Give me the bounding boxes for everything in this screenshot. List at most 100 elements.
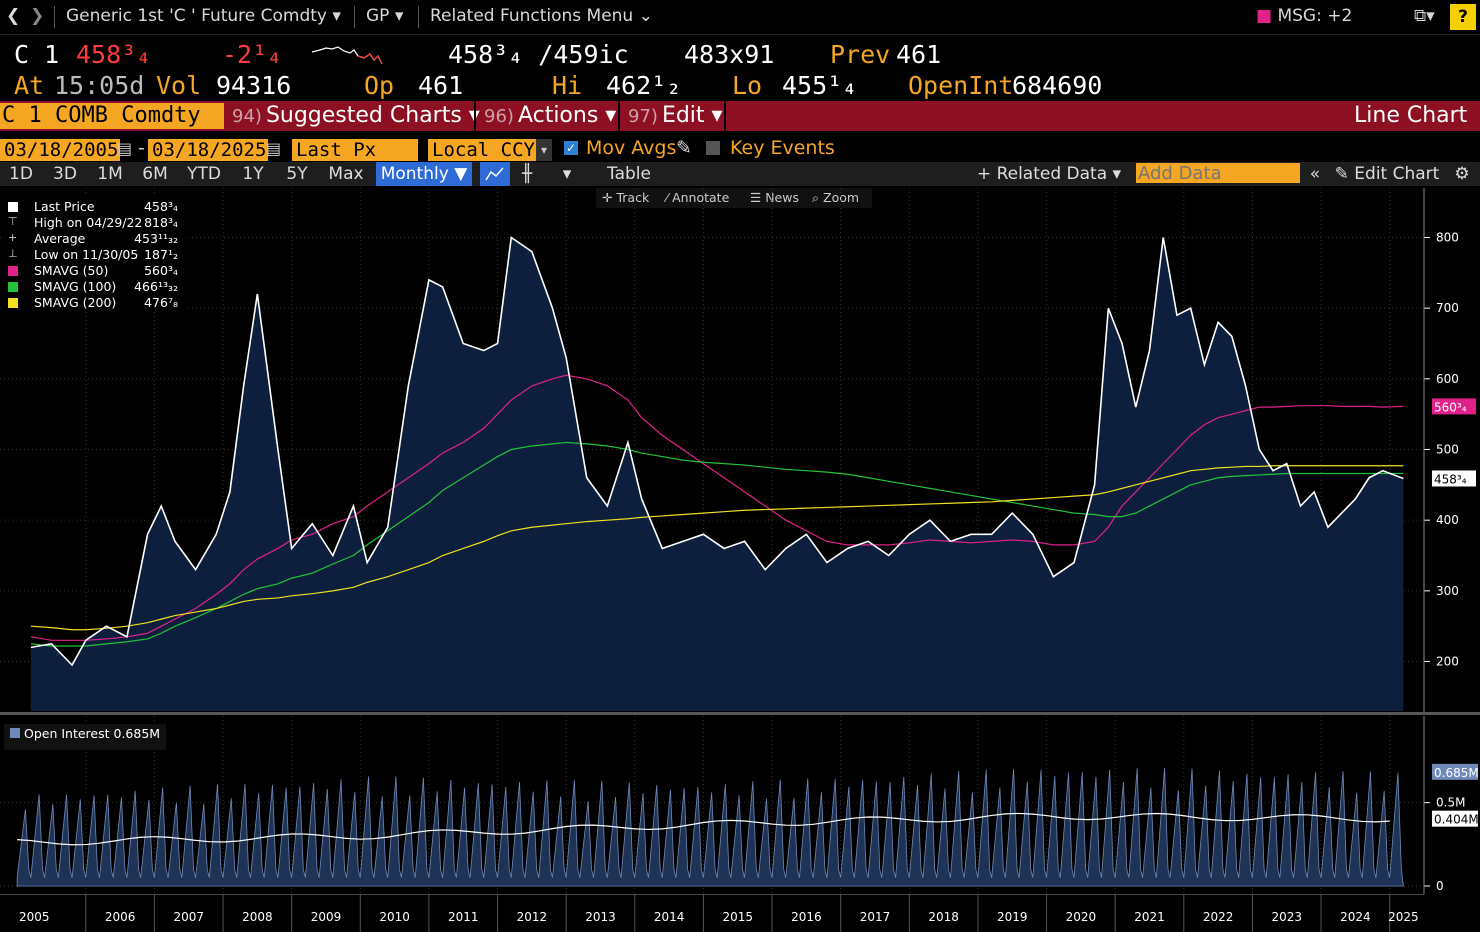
price-area xyxy=(30,237,1404,712)
annotate-tool[interactable]: ⁄ Annotate xyxy=(666,190,730,205)
options-row: 03/18/2005 ▤ - 03/18/2025 ▤ Last Px Loca… xyxy=(0,137,1480,163)
legend-last-price-label: Last Price xyxy=(34,199,95,214)
suggested-charts-button[interactable]: 94) Suggested Charts ▾ xyxy=(232,103,480,128)
pencil-icon[interactable]: ✎ xyxy=(676,137,692,159)
related-functions-menu[interactable]: Related Functions Menu ⌄ xyxy=(430,6,653,26)
track-tool[interactable]: ✛ Track xyxy=(602,190,650,205)
y-tick-label: 0.5M xyxy=(1436,796,1465,810)
collapse-icon[interactable]: « xyxy=(1309,164,1321,184)
mov-avgs-checkbox[interactable]: ✓ xyxy=(564,141,578,155)
range-5y[interactable]: 5Y xyxy=(286,164,308,184)
related-data-button[interactable]: + Related Data ▾ xyxy=(976,164,1122,184)
quote-time: 15:05d xyxy=(54,71,145,100)
news-tool[interactable]: ☰ News xyxy=(750,190,799,205)
forward-arrow-icon[interactable]: ❯ xyxy=(30,6,45,26)
y-tick-label: 0 xyxy=(1436,879,1444,893)
sma200-swatch xyxy=(8,298,18,308)
start-date-field[interactable]: 03/18/2005 xyxy=(0,139,120,161)
legend-high-value: 818³₄ xyxy=(144,215,178,230)
vol-label: Vol xyxy=(156,71,202,100)
mov-avgs-label[interactable]: Mov Avgs xyxy=(586,137,677,159)
y-tick-label: 300 xyxy=(1436,584,1459,598)
price-chart[interactable]: 200 300 400 500 600 700 800 560³₄ 458³₄ xyxy=(0,188,1480,713)
x-tick-label: 2017 xyxy=(860,910,891,924)
lo-value: 455¹₄ xyxy=(782,71,858,100)
settings-gear-icon[interactable]: ⚙ xyxy=(1454,164,1470,184)
chart-toolbar: 1D 3D 1M 6M YTD 1Y 5Y Max Monthly ▼ ╫ ▾ … xyxy=(0,162,1480,186)
key-events-checkbox[interactable] xyxy=(706,141,720,155)
x-tick-label: 2021 xyxy=(1134,910,1165,924)
sma100-line xyxy=(30,441,1404,647)
legend-sma50-value: 560³₄ xyxy=(144,263,178,278)
help-button[interactable]: ? xyxy=(1450,4,1476,30)
sma200-line xyxy=(30,465,1404,631)
oi-value: 684690 xyxy=(1012,71,1103,100)
oi-average-line xyxy=(17,812,1390,846)
y-tick-label: 600 xyxy=(1436,372,1459,386)
currency-dropdown-icon[interactable]: ▾ xyxy=(536,139,552,161)
range-max[interactable]: Max xyxy=(328,164,364,184)
range-ytd[interactable]: YTD xyxy=(187,164,221,184)
x-tick-label: 2014 xyxy=(654,910,685,924)
function-menu[interactable]: GP ▾ xyxy=(366,6,404,26)
security-field[interactable]: C 1 COMB Comdty xyxy=(0,103,224,129)
range-1y[interactable]: 1Y xyxy=(242,164,264,184)
oi-legend: Open Interest 0.685M xyxy=(4,724,167,750)
back-arrow-icon[interactable]: ❮ xyxy=(6,6,21,26)
x-tick-label: 2007 xyxy=(173,910,204,924)
function-bar: C 1 COMB Comdty 94) Suggested Charts ▾ 96… xyxy=(0,101,1480,131)
sma50-value-tag xyxy=(1432,398,1476,415)
high-marker-icon: ⊤ xyxy=(8,215,18,228)
open-interest-chart[interactable]: 0 0.5M 0.685M 0.404M xyxy=(0,716,1480,894)
oi-legend-label: Open Interest 0.685M xyxy=(23,726,161,741)
range-1d[interactable]: 1D xyxy=(9,164,33,184)
x-tick-label: 2005 xyxy=(19,910,50,924)
end-date-field[interactable]: 03/18/2025 xyxy=(148,139,268,161)
period-select[interactable]: Monthly ▼ xyxy=(376,162,472,186)
legend-sma100-value: 466¹³₃₂ xyxy=(134,279,178,294)
range-3d[interactable]: 3D xyxy=(53,164,77,184)
key-events-label[interactable]: Key Events xyxy=(730,137,835,159)
legend-sma100-label: SMAVG (100) xyxy=(34,279,117,294)
annotate-icon: ⁄ xyxy=(666,190,669,205)
table-button[interactable]: Table xyxy=(607,164,651,184)
vol-value: 94316 xyxy=(216,71,292,100)
currency-select[interactable]: Local CCY xyxy=(428,139,542,161)
x-tick-label: 2019 xyxy=(997,910,1028,924)
y-tick-label: 500 xyxy=(1436,443,1459,457)
edit-button[interactable]: 97) Edit ▾ xyxy=(628,103,723,128)
msg-indicator[interactable]: ■ MSG: +2 xyxy=(1256,6,1353,26)
oi-last-tag-text: 0.685M xyxy=(1434,766,1479,780)
y-tick-label: 400 xyxy=(1436,513,1459,527)
bid-ask: 458³₄ /459ic xyxy=(448,40,629,69)
legend-avg-label: Average xyxy=(34,231,86,246)
last-price-line xyxy=(30,236,1404,667)
field-select[interactable]: Last Px xyxy=(292,139,418,161)
range-6m[interactable]: 6M xyxy=(142,164,168,184)
add-data-input[interactable] xyxy=(1136,163,1300,183)
window-menu-icon[interactable]: ⧉▾ xyxy=(1414,6,1435,26)
y-tick-label: 200 xyxy=(1436,655,1459,669)
calendar-icon[interactable]: ▤ xyxy=(117,139,133,158)
x-tick-label: 2008 xyxy=(242,910,273,924)
calendar-icon[interactable]: ▤ xyxy=(266,139,282,158)
line-chart-icon[interactable] xyxy=(480,162,510,186)
x-tick-label: 2012 xyxy=(517,910,548,924)
oi-swatch xyxy=(10,728,20,738)
oi-avg-tag xyxy=(1432,810,1478,827)
ohlc-chart-icon[interactable]: ╫ xyxy=(521,164,533,184)
y-tick-label: 800 xyxy=(1436,230,1459,244)
chart-style-dropdown-icon[interactable]: ▾ xyxy=(562,164,572,184)
x-tick-label: 2025 xyxy=(1388,910,1419,924)
range-1m[interactable]: 1M xyxy=(97,164,123,184)
prev-label: Prev xyxy=(830,40,891,69)
security-menu[interactable]: Generic 1st 'C ' Future Comdty ▾ xyxy=(66,6,341,26)
hi-value: 462¹₂ xyxy=(606,71,682,100)
net-change: -2¹₄ xyxy=(222,40,283,69)
edit-chart-button[interactable]: ✎ Edit Chart xyxy=(1334,164,1440,184)
zoom-tool[interactable]: ⌕ Zoom xyxy=(812,190,860,205)
at-label: At xyxy=(14,71,45,100)
pane-divider[interactable] xyxy=(0,712,1480,715)
hi-label: Hi xyxy=(552,71,583,100)
actions-button[interactable]: 96) Actions ▾ xyxy=(484,103,617,128)
